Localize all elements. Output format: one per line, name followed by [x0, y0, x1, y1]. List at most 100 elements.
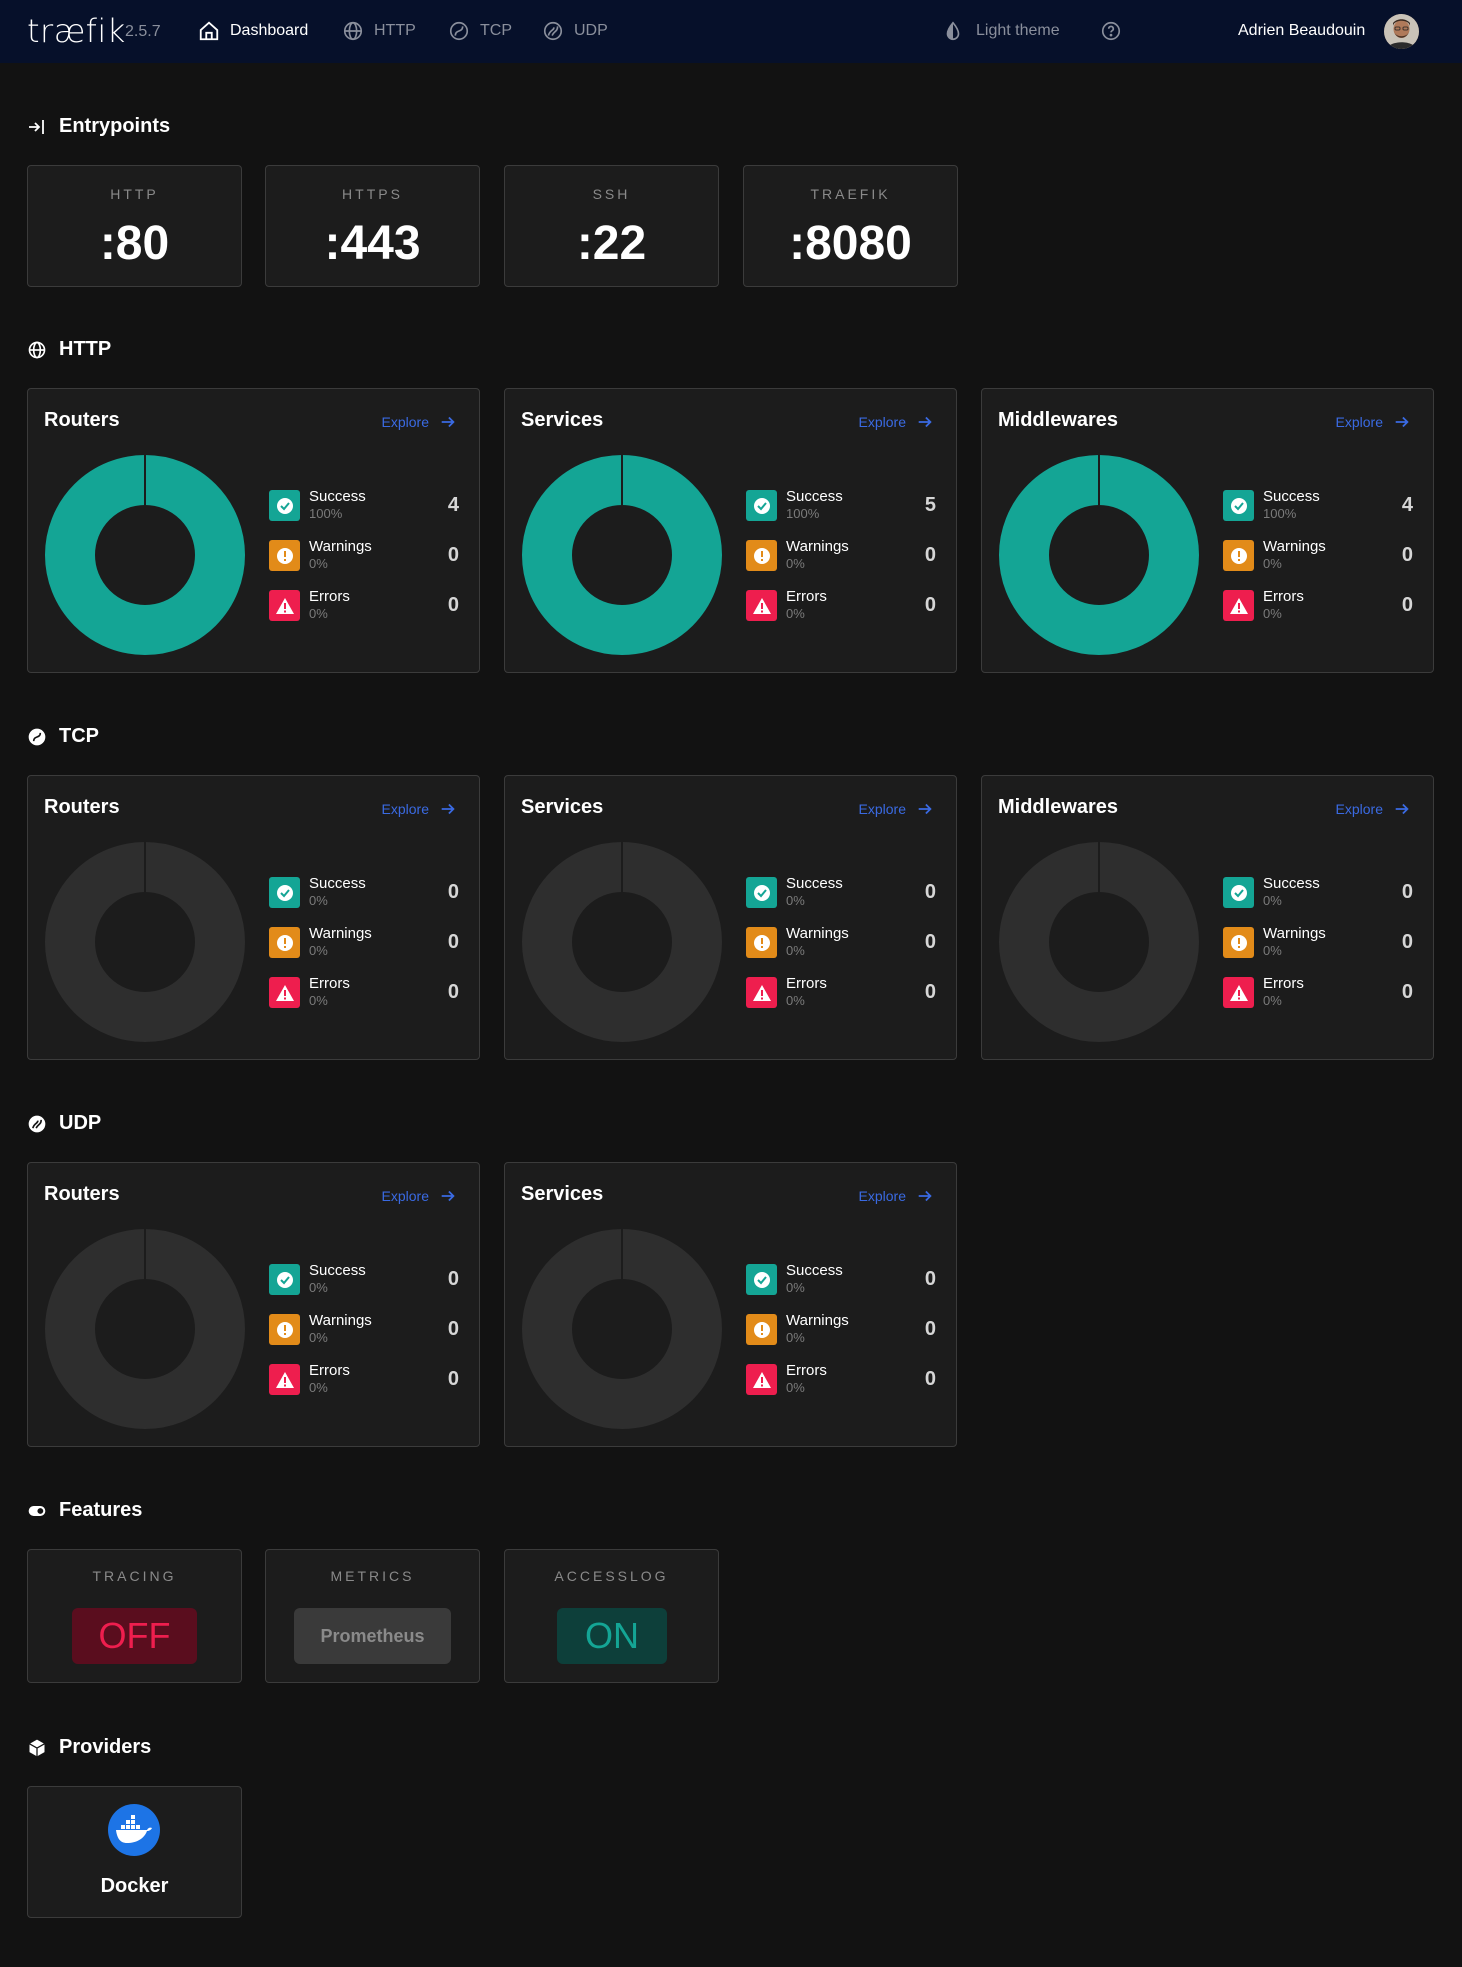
- entrypoint-card-http: HTTP :80: [27, 165, 242, 287]
- feature-status-badge: Prometheus: [294, 1608, 451, 1664]
- arrow-right-icon: [441, 803, 455, 815]
- legend-row-success: Success 100% 5: [746, 488, 936, 522]
- explore-link[interactable]: Explore: [382, 800, 457, 818]
- feature-status-badge: ON: [557, 1608, 667, 1664]
- legend-percent: 0%: [309, 606, 328, 621]
- tcp-title: TCP: [59, 725, 99, 747]
- explore-link[interactable]: Explore: [382, 413, 457, 431]
- card-title: Services: [521, 1183, 604, 1205]
- legend-percent: 0%: [786, 993, 805, 1008]
- legend-count: 0: [924, 1268, 936, 1290]
- explore-link[interactable]: Explore: [382, 1187, 457, 1205]
- udp-heading: UDP: [27, 1112, 101, 1135]
- legend-label: Success: [309, 488, 366, 505]
- avatar[interactable]: [1384, 14, 1419, 49]
- explore-label: Explore: [381, 801, 429, 817]
- explore-link[interactable]: Explore: [1336, 800, 1411, 818]
- legend-label: Warnings: [1263, 925, 1326, 942]
- error-triangle-icon: [746, 977, 777, 1008]
- legend-percent: 100%: [1263, 506, 1297, 521]
- legend-count: 0: [924, 1368, 936, 1390]
- warning-icon: [746, 540, 777, 571]
- legend-row-errors: Errors 0% 0: [746, 975, 936, 1009]
- explore-label: Explore: [1335, 414, 1383, 430]
- entrypoint-name: HTTPS: [342, 186, 403, 202]
- legend-count: 0: [1401, 931, 1413, 953]
- explore-link[interactable]: Explore: [859, 1187, 934, 1205]
- legend-row-success: Success 0% 0: [1223, 875, 1413, 909]
- legend-row-warnings: Warnings 0% 0: [746, 925, 936, 959]
- success-check-icon: [746, 877, 777, 908]
- legend-label: Success: [786, 488, 843, 505]
- legend-percent: 0%: [786, 606, 805, 621]
- nav-http[interactable]: HTTP: [342, 20, 416, 42]
- legend-label: Errors: [786, 975, 827, 992]
- arrow-right-icon: [918, 416, 932, 428]
- legend-row-success: Success 0% 0: [269, 1262, 459, 1296]
- feature-card-accesslog: ACCESSLOG ON: [504, 1549, 719, 1683]
- contrast-icon: [946, 21, 960, 40]
- legend-percent: 0%: [309, 556, 328, 571]
- legend-row-errors: Errors 0% 0: [1223, 588, 1413, 622]
- error-triangle-icon: [746, 590, 777, 621]
- legend-label: Errors: [309, 1362, 350, 1379]
- arrow-right-icon: [1395, 416, 1409, 428]
- help-icon[interactable]: [1100, 20, 1122, 42]
- card-title: Routers: [44, 1183, 120, 1205]
- legend-percent: 0%: [309, 943, 328, 958]
- success-check-icon: [269, 490, 300, 521]
- entrypoints-title: Entrypoints: [59, 115, 171, 137]
- legend-label: Warnings: [786, 1312, 849, 1329]
- entrypoint-name: TRAEFIK: [810, 186, 891, 202]
- globe-icon: [28, 341, 46, 358]
- card-title: Services: [521, 796, 604, 818]
- card-title: Routers: [44, 409, 120, 431]
- provider-name: Docker: [100, 1875, 169, 1897]
- legend-count: 0: [447, 1268, 459, 1290]
- arrow-right-icon: [918, 803, 932, 815]
- legend-count: 0: [924, 881, 936, 903]
- nav-tcp[interactable]: TCP: [448, 20, 512, 42]
- error-triangle-icon: [269, 977, 300, 1008]
- tcp-services-card: Services Explore Success 0% 0 Warnings 0% 0 Erro…: [504, 775, 957, 1060]
- legend-percent: 0%: [1263, 556, 1282, 571]
- error-triangle-icon: [269, 1364, 300, 1395]
- traefik-logo[interactable]: træfik: [27, 12, 126, 50]
- legend-percent: 0%: [309, 1280, 328, 1295]
- explore-label: Explore: [381, 1188, 429, 1204]
- legend-count: 0: [924, 544, 936, 566]
- legend-count: 0: [447, 594, 459, 616]
- explore-link[interactable]: Explore: [1336, 413, 1411, 431]
- user-name[interactable]: Adrien Beaudouin: [1238, 22, 1366, 39]
- success-check-icon: [269, 877, 300, 908]
- legend-percent: 0%: [309, 1330, 328, 1345]
- warning-icon: [269, 927, 300, 958]
- entrypoint-port: :80: [99, 217, 170, 270]
- explore-label: Explore: [858, 414, 906, 430]
- legend-row-warnings: Warnings 0% 0: [269, 925, 459, 959]
- http-services-card: Services Explore Success 100% 5 Warnings 0% 0 Er…: [504, 388, 957, 673]
- legend-count: 0: [1401, 981, 1413, 1003]
- nav-udp[interactable]: UDP: [542, 20, 608, 42]
- warning-icon: [746, 1314, 777, 1345]
- avatar-image: [1384, 14, 1419, 49]
- nav-dashboard[interactable]: Dashboard: [198, 20, 308, 42]
- legend-row-warnings: Warnings 0% 0: [269, 538, 459, 572]
- legend-label: Success: [786, 875, 843, 892]
- light-theme-toggle[interactable]: Light theme: [942, 20, 1060, 42]
- legend-count: 0: [447, 931, 459, 953]
- tcp-routers-card: Routers Explore Success 0% 0 Warnings 0% 0 Error…: [27, 775, 480, 1060]
- legend-percent: 0%: [1263, 943, 1282, 958]
- legend-label: Errors: [786, 1362, 827, 1379]
- entrypoint-port: :443: [324, 217, 421, 270]
- explore-link[interactable]: Explore: [859, 413, 934, 431]
- explore-link[interactable]: Explore: [859, 800, 934, 818]
- legend-label: Success: [309, 875, 366, 892]
- nav-tcp-label: TCP: [480, 22, 512, 39]
- legend-row-warnings: Warnings 0% 0: [1223, 538, 1413, 572]
- features-title: Features: [59, 1499, 143, 1521]
- legend-row-warnings: Warnings 0% 0: [269, 1312, 459, 1346]
- providers-title: Providers: [59, 1736, 152, 1758]
- features-heading: Features: [27, 1499, 142, 1522]
- sign-in-icon: [29, 119, 44, 134]
